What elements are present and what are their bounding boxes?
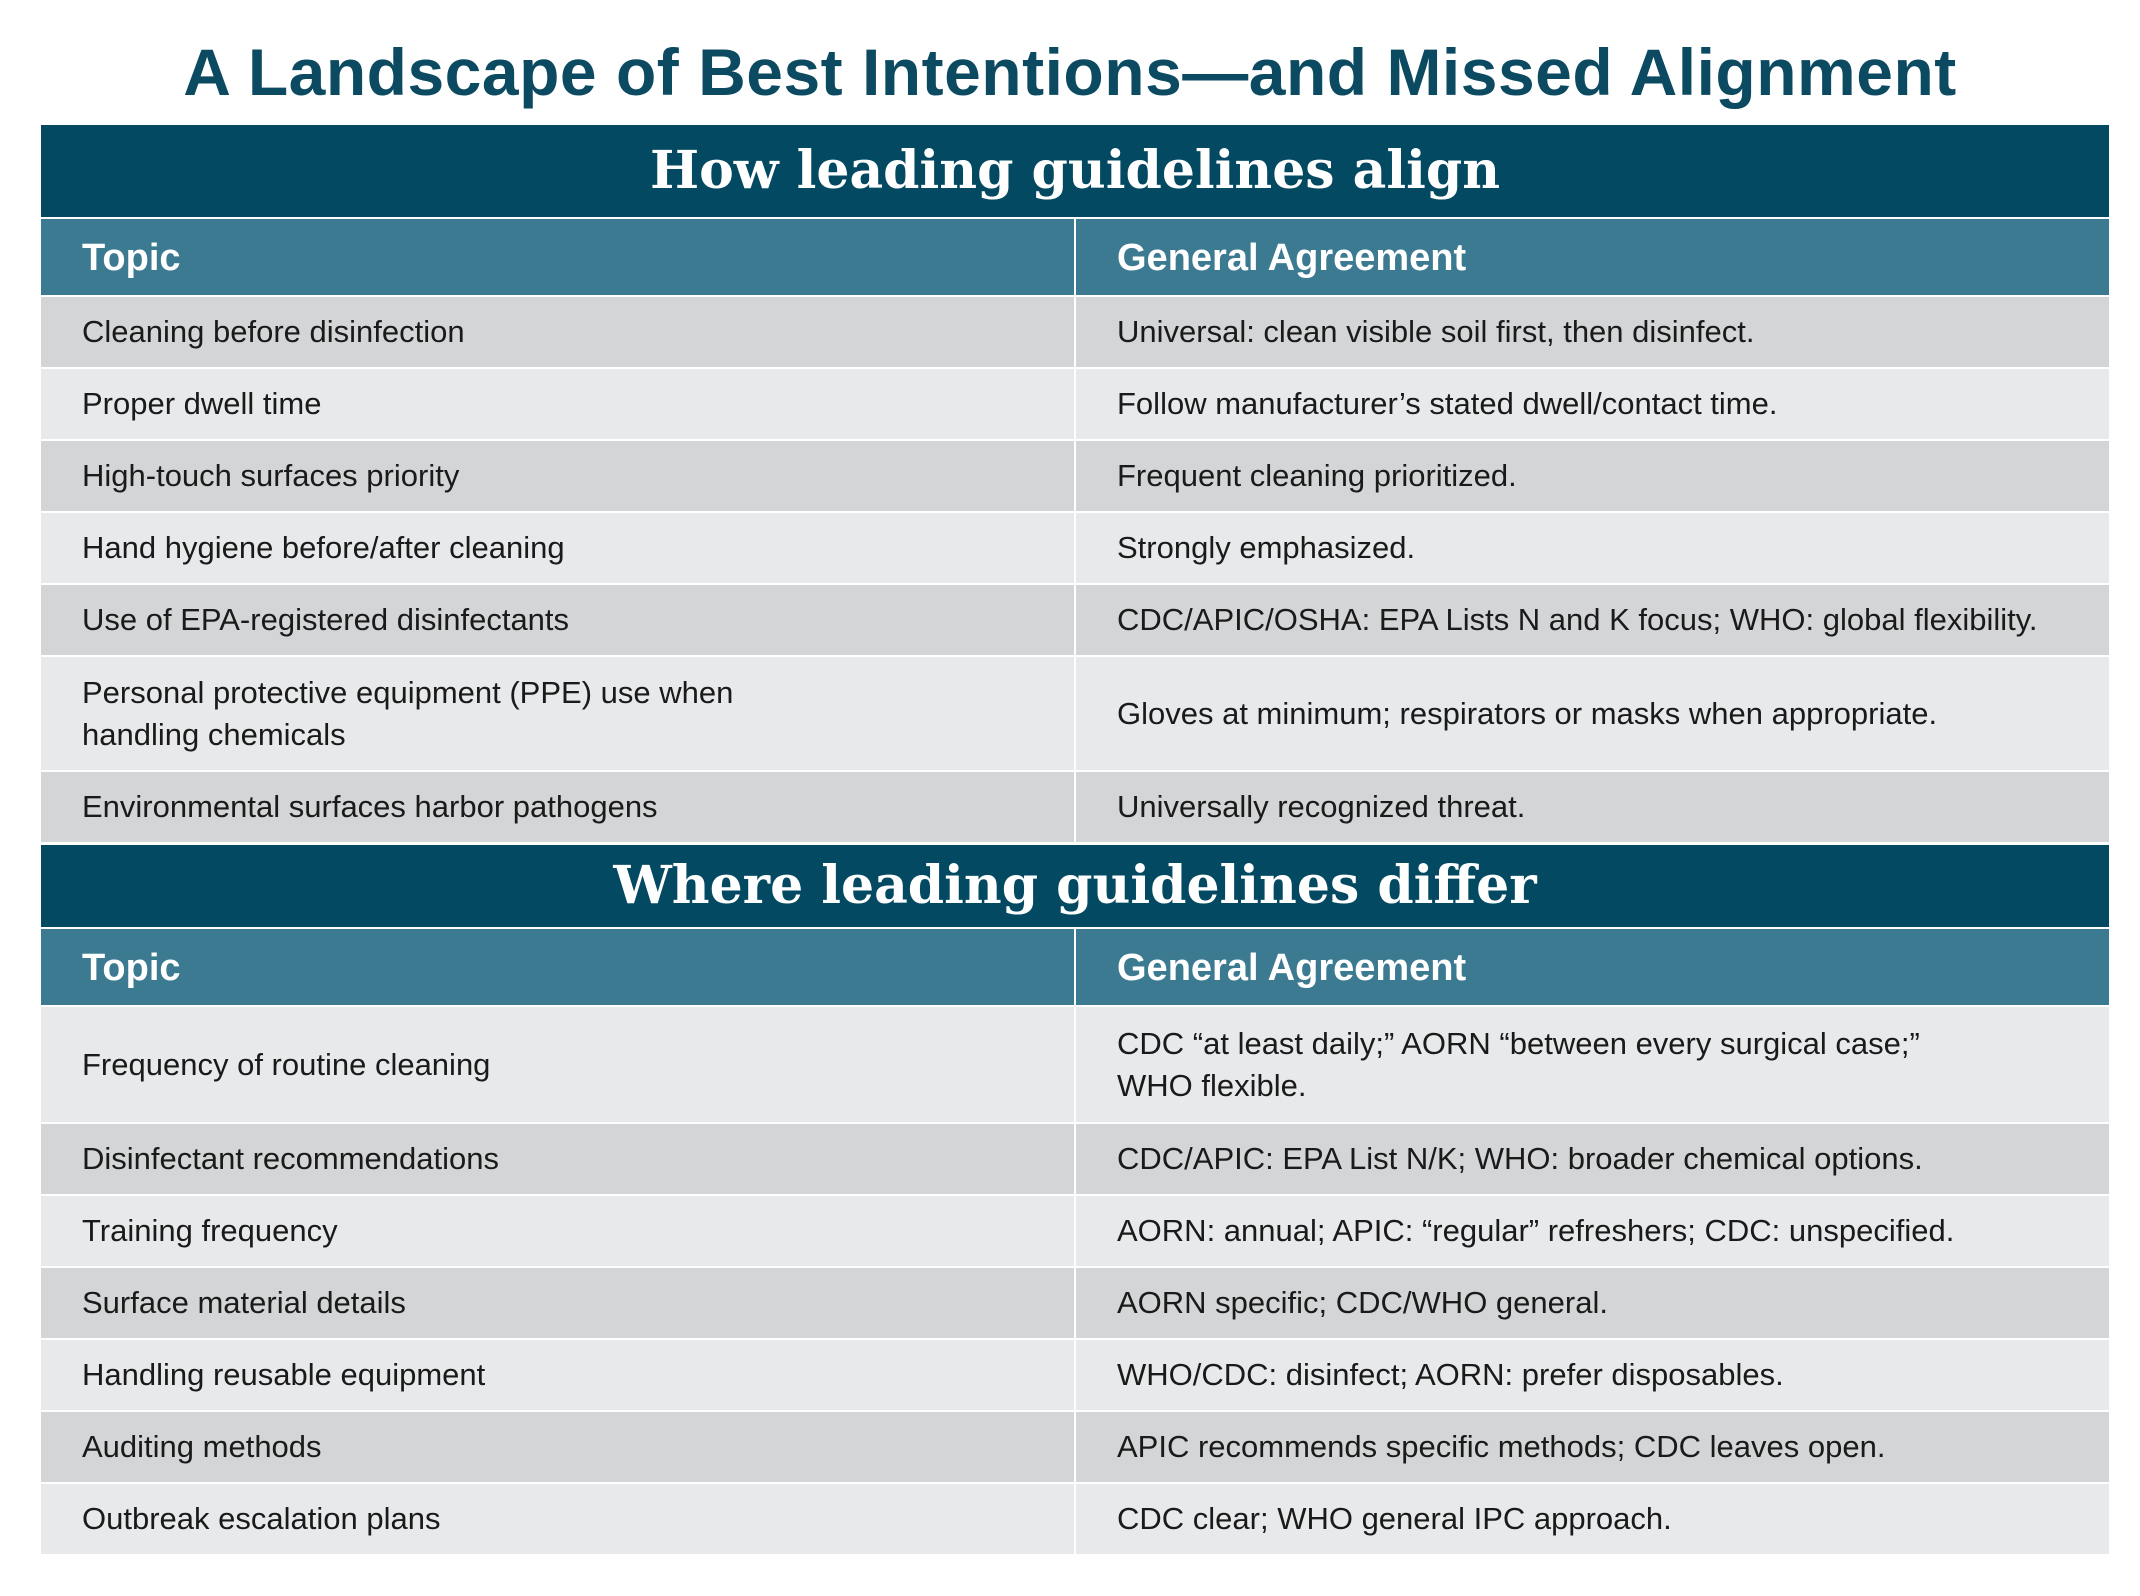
align-agreement-header: General Agreement <box>1074 217 2109 295</box>
align-row-2-topic: Proper dwell time <box>41 367 1074 439</box>
align-row-3-agreement: Frequent cleaning prioritized. <box>1074 439 2109 511</box>
align-row-5-topic: Use of EPA-registered disinfectants <box>41 583 1074 655</box>
align-row-1-topic: Cleaning before disinfection <box>41 295 1074 367</box>
differ-row-5-topic: Handling reusable equipment <box>41 1338 1074 1410</box>
align-table: How leading guidelines align Topic Gener… <box>41 125 2109 842</box>
differ-row-5-agreement: WHO/CDC: disinfect; AORN: prefer disposa… <box>1074 1338 2109 1410</box>
align-row-4-agreement: Strongly emphasized. <box>1074 511 2109 583</box>
differ-table-grid: Topic General Agreement Frequency of rou… <box>41 927 2109 1554</box>
differ-row-7-topic: Outbreak escalation plans <box>41 1482 1074 1554</box>
differ-row-1-topic: Frequency of routine cleaning <box>41 1005 1074 1122</box>
differ-topic-header: Topic <box>41 927 1074 1005</box>
align-row-4-topic: Hand hygiene before/after cleaning <box>41 511 1074 583</box>
align-row-6-agreement: Gloves at minimum; respirators or masks … <box>1074 655 2109 770</box>
align-row-2-agreement: Follow manufacturer’s stated dwell/conta… <box>1074 367 2109 439</box>
differ-row-2-topic: Disinfectant recommendations <box>41 1122 1074 1194</box>
align-row-7-agreement: Universally recognized threat. <box>1074 770 2109 842</box>
differ-row-1-agreement: CDC “at least daily;” AORN “between ever… <box>1074 1005 2109 1122</box>
differ-row-6-topic: Auditing methods <box>41 1410 1074 1482</box>
differ-row-4-agreement: AORN specific; CDC/WHO general. <box>1074 1266 2109 1338</box>
align-row-5-agreement: CDC/APIC/OSHA: EPA Lists N and K focus; … <box>1074 583 2109 655</box>
page-title: A Landscape of Best Intentions—and Misse… <box>183 35 1957 109</box>
differ-row-3-topic: Training frequency <box>41 1194 1074 1266</box>
differ-row-4-topic: Surface material details <box>41 1266 1074 1338</box>
differ-section-heading: Where leading guidelines differ <box>41 845 2109 927</box>
align-table-grid: Topic General Agreement Cleaning before … <box>41 217 2109 842</box>
align-row-1-agreement: Universal: clean visible soil first, the… <box>1074 295 2109 367</box>
differ-table: Where leading guidelines differ Topic Ge… <box>41 845 2109 1554</box>
align-row-3-topic: High-touch surfaces priority <box>41 439 1074 511</box>
differ-row-2-agreement: CDC/APIC: EPA List N/K; WHO: broader che… <box>1074 1122 2109 1194</box>
align-topic-header: Topic <box>41 217 1074 295</box>
differ-row-3-agreement: AORN: annual; APIC: “regular” refreshers… <box>1074 1194 2109 1266</box>
differ-row-7-agreement: CDC clear; WHO general IPC approach. <box>1074 1482 2109 1554</box>
align-section-heading: How leading guidelines align <box>41 125 2109 217</box>
align-row-7-topic: Environmental surfaces harbor pathogens <box>41 770 1074 842</box>
differ-row-6-agreement: APIC recommends specific methods; CDC le… <box>1074 1410 2109 1482</box>
differ-agreement-header: General Agreement <box>1074 927 2109 1005</box>
align-row-6-topic: Personal protective equipment (PPE) use … <box>41 655 1074 770</box>
